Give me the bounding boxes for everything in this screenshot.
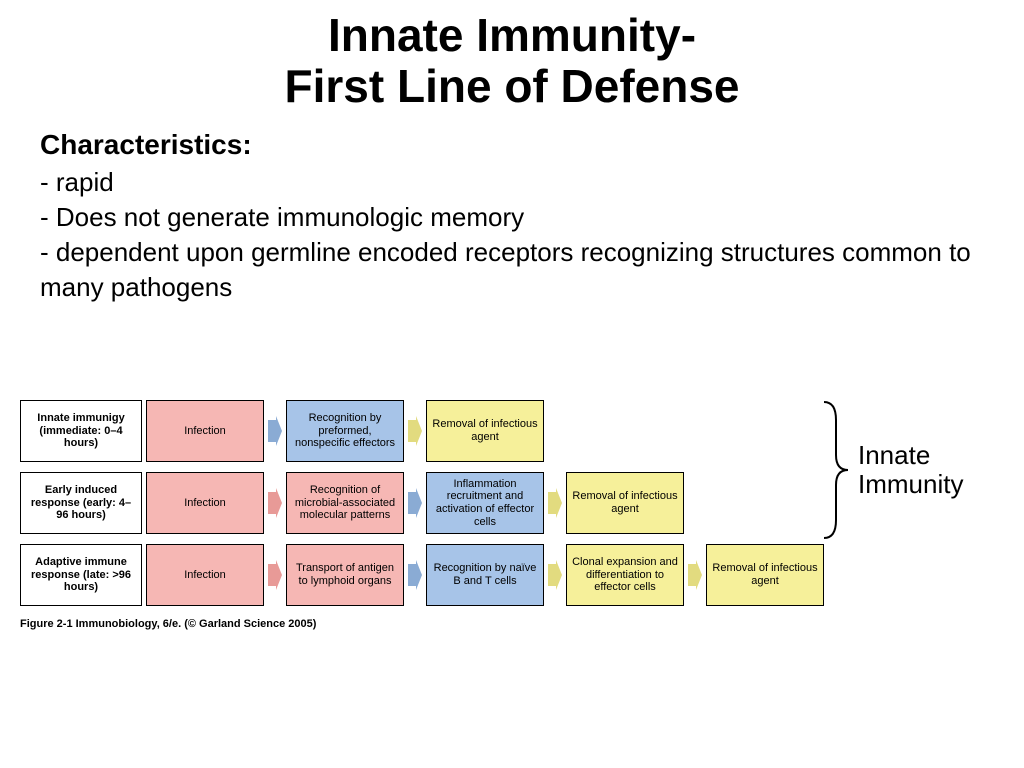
flow-box-clonal: Clonal expansion and differentiation to … — [566, 544, 684, 606]
flow-label-early: Early induced response (early: 4–96 hour… — [20, 472, 142, 534]
figure-caption: Figure 2-1 Immunobiology, 6/e. (© Garlan… — [20, 618, 316, 630]
arrow-icon — [268, 400, 282, 462]
flow-box-infection: Infection — [146, 400, 264, 462]
arrow-icon — [548, 544, 562, 606]
brace-group: Innate Immunity — [820, 400, 1020, 540]
slide-title: Innate Immunity- First Line of Defense — [0, 0, 1024, 111]
arrow-icon — [268, 544, 282, 606]
flow-box-recognition-patterns: Recognition of microbial-associated mole… — [286, 472, 404, 534]
flow-row-adaptive: Adaptive immune response (late: >96 hour… — [20, 544, 1010, 606]
brace-icon — [820, 400, 850, 540]
arrow-icon — [408, 400, 422, 462]
arrow-icon — [688, 544, 702, 606]
arrow-icon — [548, 472, 562, 534]
arrow-icon — [408, 472, 422, 534]
characteristics-heading: Characteristics: — [0, 111, 1024, 165]
arrow-icon — [268, 472, 282, 534]
brace-label: Innate Immunity — [858, 441, 963, 498]
bullet-germline: - dependent upon germline encoded recept… — [40, 235, 984, 305]
flow-box-infection: Infection — [146, 544, 264, 606]
brace-label-line1: Innate — [858, 441, 963, 470]
title-line-1: Innate Immunity- — [0, 10, 1024, 61]
flow-box-recognition: Recognition by preformed, nonspecific ef… — [286, 400, 404, 462]
flow-label-adaptive: Adaptive immune response (late: >96 hour… — [20, 544, 142, 606]
title-line-2: First Line of Defense — [0, 61, 1024, 112]
flow-box-removal: Removal of infectious agent — [706, 544, 824, 606]
arrow-icon — [408, 544, 422, 606]
brace-label-line2: Immunity — [858, 470, 963, 499]
flow-box-transport: Transport of antigen to lymphoid organs — [286, 544, 404, 606]
flow-box-removal: Removal of infectious agent — [426, 400, 544, 462]
flow-label-innate: Innate immunigy (immediate: 0–4 hours) — [20, 400, 142, 462]
flow-box-infection: Infection — [146, 472, 264, 534]
bullet-no-memory: - Does not generate immunologic memory — [40, 200, 984, 235]
flow-box-removal: Removal of infectious agent — [566, 472, 684, 534]
characteristics-list: - rapid - Does not generate immunologic … — [0, 165, 1024, 305]
flow-box-recognition-naive: Recognition by naïve B and T cells — [426, 544, 544, 606]
bullet-rapid: - rapid — [40, 165, 984, 200]
flow-box-inflammation: Inflammation recruitment and activation … — [426, 472, 544, 534]
